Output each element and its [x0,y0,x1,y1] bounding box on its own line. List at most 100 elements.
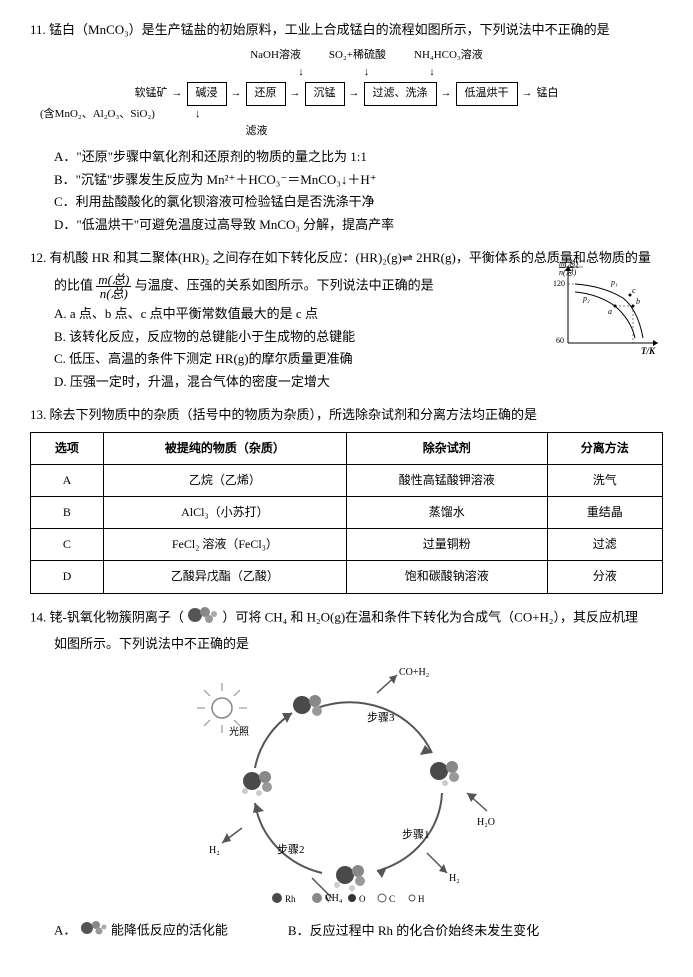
q12-option-c: C. 低压、高温的条件下测定 HR(g)的摩尔质量更准确 [54,349,530,370]
q12-graph: 120 60 p₁ p₂ a b c T/K m(总) n(总) [553,258,663,358]
option-text: 该转化反应，反应物的总键能小于生成物的总键能 [69,329,355,344]
q11-option-d: D．"低温烘干"可避免温度过高导致 MnCO₃ 分解，提高产率 [54,215,663,236]
q14-stem-3: 如图所示。下列说法中不正确的是 [30,634,663,655]
q11-option-a: A．"还原"步骤中氧化剂和还原剂的物质的量之比为 1:1 [54,147,663,168]
q11-flow-diagram: NaOH溶液 SO₂+稀硫酸 NH₄HCO₃溶液 ↓ ↓ ↓ 软锰矿 → 碱浸 … [30,47,663,141]
flow-bottom-label: 滤液 [0,123,663,141]
q11-options: A．"还原"步骤中氧化剂和还原剂的物质的量之比为 1:1 B．"沉锰"步骤发生反… [30,147,663,236]
q14-number: 14. [30,609,46,624]
ratio-denominator: n(总) [96,287,131,300]
q13-stem: 13. 除去下列物质中的杂质（括号中的物质为杂质），所选除杂试剂和分离方法均正确… [30,405,663,426]
svg-text:O: O [359,894,366,903]
arrow-right-icon: → [231,85,242,103]
molecule-node-right [430,761,459,786]
product-coh2: CO+H₂ [399,667,429,678]
svg-text:C: C [389,894,395,903]
flow-label-so2: SO₂+稀硫酸 [329,47,386,65]
molecule-node-left [242,771,272,796]
q12-text-3: 与温度、压强的关系如图所示。下列说法中正确的是 [135,277,434,292]
arrow-right-icon: → [172,85,183,103]
flow-bottom-row: (含MnO₂、Al₂O₃、SiO₂) ↓ [40,106,663,124]
q13-table: 选项 被提纯的物质（杂质） 除杂试剂 分离方法 A 乙烷（乙烯） 酸性高锰酸钾溶… [30,432,663,594]
step2-label: 步骤2 [277,843,305,856]
cell: A [31,464,104,496]
cell: 重结晶 [547,497,662,529]
graph-y-max: 120 [553,279,565,288]
option-text: a 点、b 点、c 点中平衡常数值最大的是 c 点 [70,306,318,321]
option-text: 压强一定时，升温，混合气体的密度一定增大 [70,374,330,389]
cell: 乙烷（乙烯） [103,464,346,496]
graph-p2-label: p₂ [582,294,590,303]
q14-text-3: 如图所示。下列说法中不正确的是 [54,636,249,651]
flow-box-2: 还原 [246,82,286,106]
q14-text-1: 铑-钒氧化物簇阴离子（ [50,609,184,624]
q14-options: A． 能降低反应的活化能 B．反应过程中 Rh 的化合价始终未发生变化 [30,918,663,945]
graph-x-label: T/K [641,346,656,356]
arrow-down-icon: ↓ [298,64,304,82]
table-row: A 乙烷（乙烯） 酸性高锰酸钾溶液 洗气 [31,464,663,496]
q14-option-a: A． 能降低反应的活化能 [54,920,228,943]
q11-option-c: C．利用盐酸酸化的氯化钡溶液可检验锰白是否洗涤干净 [54,192,663,213]
option-text: 低压、高温的条件下测定 HR(g)的摩尔质量更准确 [69,351,352,366]
q14-option-b: B．反应过程中 Rh 的化合价始终未发生变化 [288,921,539,942]
sun-icon: 光照 [197,683,249,738]
q12-options: A. a 点、b 点、c 点中平衡常数值最大的是 c 点 B. 该转化反应，反应… [30,304,530,393]
option-text: "低温烘干"可避免温度过高导致 MnCO₃ 分解，提高产率 [76,217,394,232]
ratio-fraction: m(总) n(总) [96,273,131,300]
q14-text-2: ）可将 CH₄ 和 H₂O(g)在温和条件下转化为合成气（CO+H₂），其反应机… [222,609,638,624]
flow-right-label: 锰白 [537,85,559,103]
arrow-right-icon: → [441,85,452,103]
question-14: 14. 铑-钒氧化物簇阴离子（ ）可将 CH₄ 和 H₂O(g)在温和条件下转化… [30,606,663,945]
cell: B [31,497,104,529]
arrow-right-icon: → [349,85,360,103]
step1-label: 步骤1 [402,828,430,841]
q12-option-d: D. 压强一定时，升温，混合气体的密度一定增大 [54,372,530,393]
option-text: 反应过程中 Rh 的化合价始终未发生变化 [310,923,540,938]
q14-mechanism-diagram: 光照 步骤3 步骤1 步骤2 CO+H₂ H₂O [30,663,663,910]
cell: 蒸馏水 [346,497,547,529]
table-row: D 乙酸异戊酯（乙酸） 饱和碳酸钠溶液 分液 [31,561,663,593]
flow-box-4: 过滤、洗涤 [364,82,437,106]
svg-text:V: V [325,894,332,903]
option-text: 能降低反应的活化能 [111,922,228,937]
arrow-right-icon: → [290,85,301,103]
table-row: B AlCl₃（小苏打） 蒸馏水 重结晶 [31,497,663,529]
graph-point-a: a [608,307,612,316]
arrow-down-icon: ↓ [429,64,435,82]
reactant-h2o: H₂O [477,817,495,828]
light-label: 光照 [229,725,249,738]
flow-left-sub: (含MnO₂、Al₂O₃、SiO₂) [40,106,155,124]
graph-point-b: b [636,297,640,306]
q12-text-2: 的比值 [54,277,93,292]
q13-number: 13. [30,407,46,422]
graph-y-label: m(总) n(总) [559,259,580,277]
q12-number: 12. [30,250,46,265]
q11-number: 11. [30,22,46,37]
cell: 乙酸异戊酯（乙酸） [103,561,346,593]
option-text: "沉锰"步骤发生反应为 Mn²⁺＋HCO₃⁻＝MnCO₃↓＋H⁺ [76,172,377,187]
q11-text: 锰白（MnCO₃）是生产锰盐的初始原料，工业上合成锰白的流程如图所示，下列说法中… [49,22,610,37]
flow-top-labels: NaOH溶液 SO₂+稀硫酸 NH₄HCO₃溶液 [70,47,663,65]
option-text: 利用盐酸酸化的氯化钡溶液可检验锰白是否洗涤干净 [76,194,375,209]
molecule-node-bottom [334,865,365,891]
q13-text: 除去下列物质中的杂质（括号中的物质为杂质），所选除杂试剂和分离方法均正确的是 [50,407,538,422]
cell: 洗气 [547,464,662,496]
question-12: 12. 有机酸 HR 和其二聚体(HR)₂ 之间存在如下转化反应：(HR)₂(g… [30,248,663,393]
graph-p1-label: p₁ [610,278,618,287]
flow-left-label: 软锰矿 [135,85,168,103]
th-reagent: 除杂试剂 [346,432,547,464]
arrow-right-icon: → [522,85,533,103]
product-h2-2: H₂ [209,845,220,856]
step3-label: 步骤3 [367,711,395,724]
cell: 过量铜粉 [346,529,547,561]
molecule-node-top [293,695,322,716]
graph-point-c: c [632,286,636,295]
flow-box-3: 沉锰 [305,82,345,106]
cell: 酸性高锰酸钾溶液 [346,464,547,496]
th-method: 分离方法 [547,432,662,464]
q11-option-b: B．"沉锰"步骤发生反应为 Mn²⁺＋HCO₃⁻＝MnCO₃↓＋H⁺ [54,170,663,191]
cluster-molecule-icon [80,920,108,943]
option-text: "还原"步骤中氧化剂和还原剂的物质的量之比为 1:1 [76,149,366,164]
flow-label-nh4hco3: NH₄HCO₃溶液 [414,47,483,65]
cell: 分液 [547,561,662,593]
